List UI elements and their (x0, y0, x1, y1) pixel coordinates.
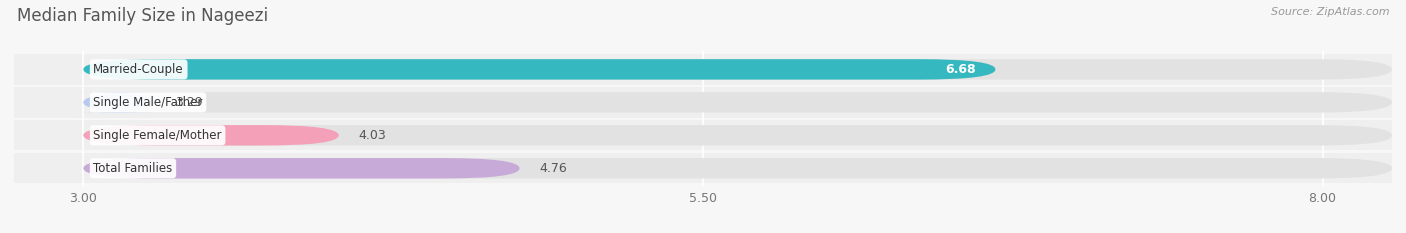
FancyBboxPatch shape (83, 125, 339, 146)
FancyBboxPatch shape (14, 120, 1392, 151)
Text: Single Female/Mother: Single Female/Mother (93, 129, 222, 142)
FancyBboxPatch shape (79, 92, 160, 113)
Text: 6.68: 6.68 (945, 63, 976, 76)
FancyBboxPatch shape (83, 158, 520, 178)
Text: 3.29: 3.29 (176, 96, 202, 109)
Text: Total Families: Total Families (93, 162, 173, 175)
FancyBboxPatch shape (83, 59, 995, 80)
FancyBboxPatch shape (14, 54, 1392, 85)
Text: Married-Couple: Married-Couple (93, 63, 184, 76)
Text: Source: ZipAtlas.com: Source: ZipAtlas.com (1271, 7, 1389, 17)
Text: 4.76: 4.76 (540, 162, 567, 175)
FancyBboxPatch shape (83, 59, 1392, 80)
Text: Single Male/Father: Single Male/Father (93, 96, 202, 109)
Text: 4.03: 4.03 (359, 129, 387, 142)
Text: Median Family Size in Nageezi: Median Family Size in Nageezi (17, 7, 269, 25)
FancyBboxPatch shape (83, 125, 1392, 146)
FancyBboxPatch shape (14, 153, 1392, 183)
FancyBboxPatch shape (83, 92, 1392, 113)
FancyBboxPatch shape (14, 87, 1392, 117)
FancyBboxPatch shape (83, 158, 1392, 178)
